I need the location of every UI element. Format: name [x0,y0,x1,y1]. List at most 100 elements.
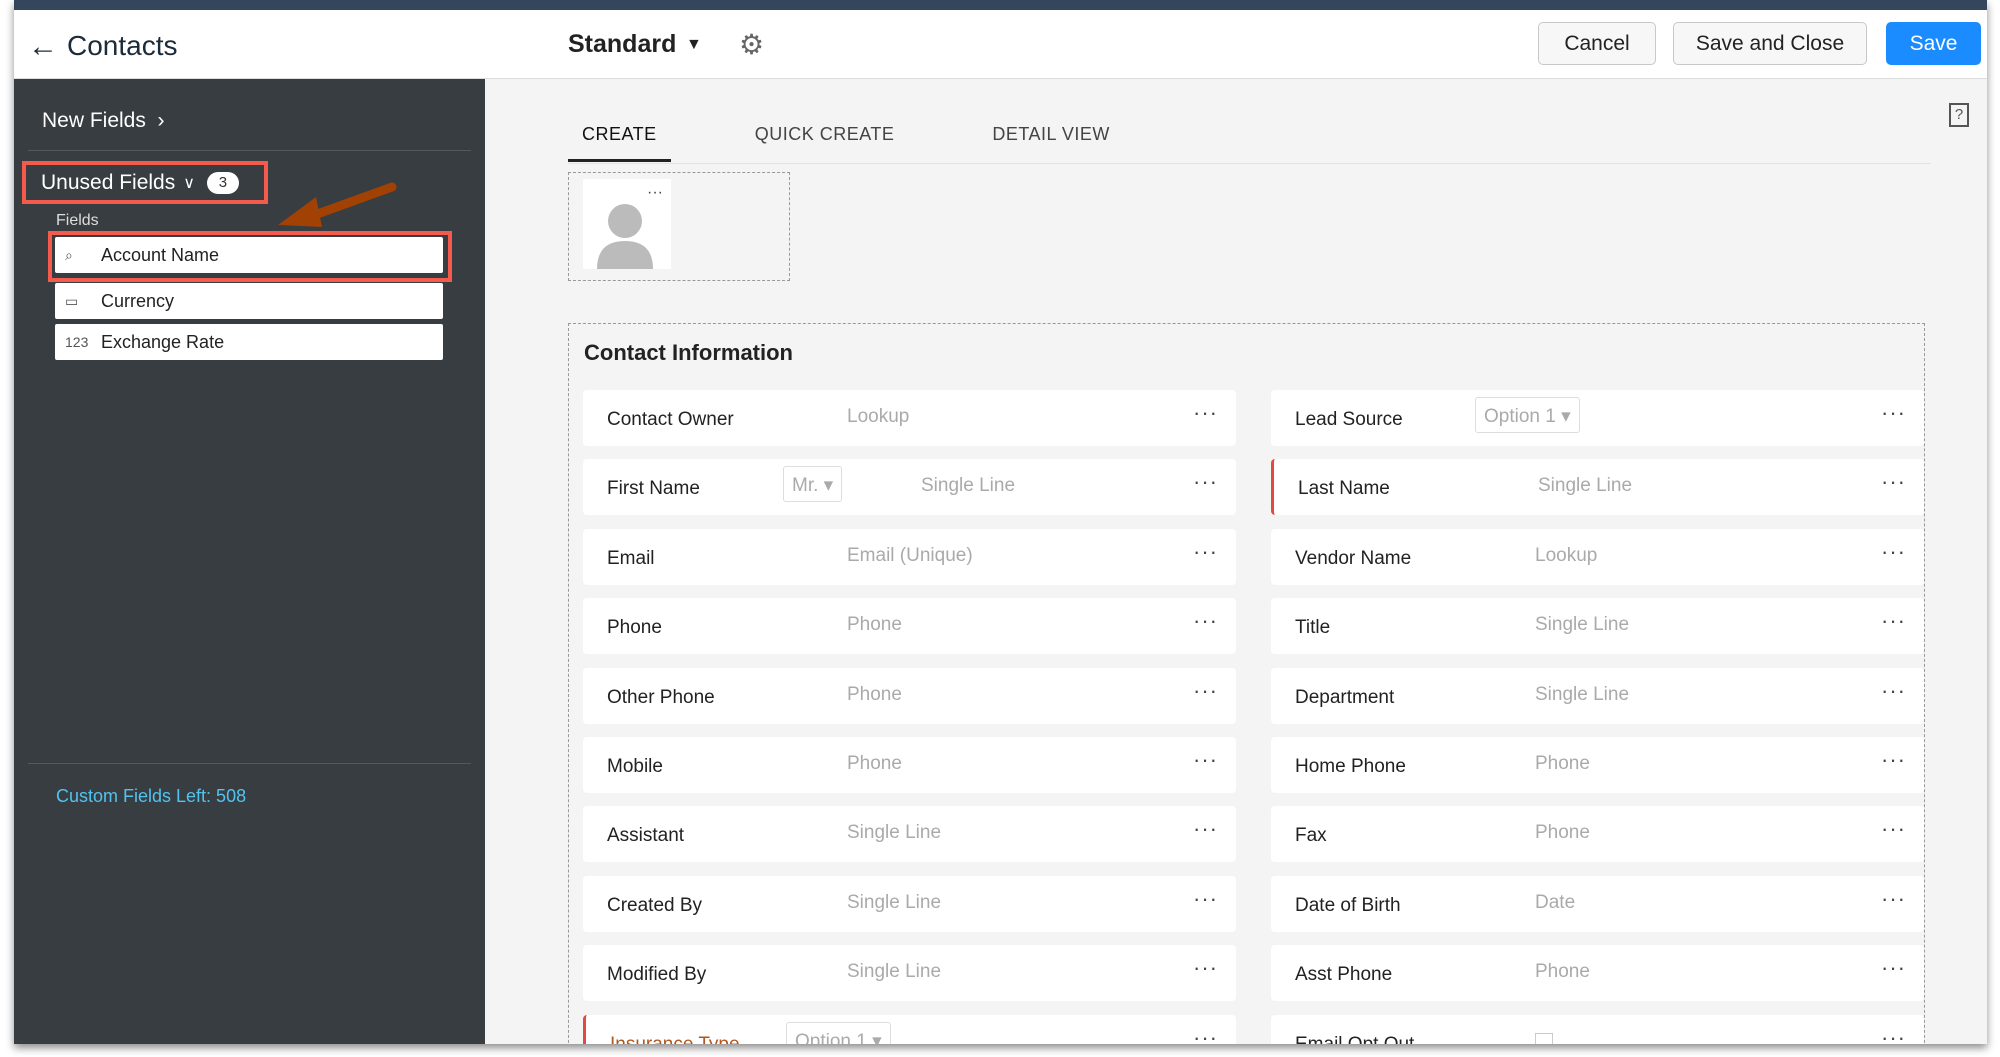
more-options-icon[interactable]: ··· [1193,747,1218,772]
field-label: Date of Birth [1295,894,1401,916]
divider [568,163,1931,164]
field-card[interactable]: Date of Birth Date ··· [1271,875,1924,932]
sidebar: New Fields › Unused Fields ∨ 3 Fields ⌕ … [14,79,485,1044]
field-placeholder: Single Line [847,961,942,983]
field-card[interactable]: Department Single Line ··· [1271,667,1924,724]
field-label: Modified By [607,964,707,986]
more-options-icon[interactable]: ··· [1193,816,1218,842]
field-card[interactable]: Vendor Name Lookup ··· [1271,528,1924,585]
section-title: Contact Information [584,340,793,365]
caret-down-icon[interactable]: ▼ [686,36,702,53]
more-options-icon[interactable]: ··· [1193,1024,1218,1044]
fields-label: Fields [56,212,99,229]
field-card[interactable]: Phone Phone ··· [583,598,1236,655]
gear-icon[interactable]: ⚙ [739,29,765,60]
field-card[interactable]: Email Email (Unique) ··· [583,528,1236,585]
field-card[interactable]: Lead Source Option 1 ▾ ··· [1271,390,1924,446]
cancel-button[interactable]: Cancel [1538,22,1656,65]
field-card[interactable]: Last Name Single Line ··· [1271,459,1924,516]
field-currency[interactable]: ▭ Currency [55,283,443,319]
more-options-icon[interactable]: ··· [1193,469,1218,495]
field-placeholder: Single Line [1535,614,1630,636]
field-placeholder: Phone [847,614,902,636]
more-options-icon[interactable]: ··· [1881,400,1906,425]
field-placeholder: Phone [847,753,902,774]
avatar-placeholder-icon: ··· [583,179,671,269]
field-placeholder: Single Line [1538,475,1633,497]
more-options-icon[interactable]: ··· [1881,885,1906,911]
tab-bar: CREATE QUICK CREATE DETAIL VIEW [568,124,1194,162]
field-account-name[interactable]: ⌕ Account Name [55,237,443,273]
more-options-icon[interactable]: ··· [1193,400,1218,425]
checkbox[interactable] [1535,1032,1553,1044]
field-card[interactable]: Home Phone Phone ··· [1271,737,1924,793]
lookup-icon: ⌕ [65,246,73,263]
profile-photo-field[interactable]: ··· [568,172,790,281]
select-field[interactable]: Mr. ▾ [783,466,843,503]
field-label: Created By [607,894,703,916]
field-label: Lead Source [1295,409,1403,430]
new-fields-link[interactable]: New Fields › [42,109,165,133]
field-label: Email [607,547,655,569]
field-label: Asst Phone [1295,964,1393,986]
field-card[interactable]: Assistant Single Line ··· [583,806,1236,863]
more-options-icon[interactable]: ··· [1193,677,1218,703]
field-label: Contact Owner [607,409,734,430]
field-card[interactable]: Contact Owner Lookup ··· [583,390,1236,446]
unused-fields-label: Unused Fields [41,170,176,194]
field-card[interactable]: Email Opt Out ··· [1271,1014,1924,1044]
save-button[interactable]: Save [1886,22,1981,65]
field-card[interactable]: Mobile Phone ··· [583,737,1236,793]
field-label: Phone [607,617,662,639]
field-placeholder: Date [1535,891,1576,913]
field-label: Other Phone [607,686,715,708]
tab-quick-create[interactable]: QUICK CREATE [754,124,895,144]
tab-detail-view[interactable]: DETAIL VIEW [992,124,1110,144]
new-fields-label: New Fields [42,109,146,132]
field-placeholder: Email (Unique) [847,544,973,566]
arrow-left-icon[interactable]: ← [28,30,58,63]
field-exchange-rate[interactable]: 123 Exchange Rate [55,324,443,360]
more-options-icon[interactable]: ··· [1193,885,1218,911]
layout-dropdown[interactable]: Standard [568,30,677,58]
contact-information-section: Contact Information Contact Owner Lookup ·… [568,323,1925,1044]
currency-icon: ▭ [65,292,79,309]
field-card[interactable]: First Name Mr. ▾ Single Line ··· [583,459,1236,516]
field-placeholder: Single Line [847,822,942,844]
field-label: Account Name [101,244,220,265]
header: ← Contacts Standard ▼ ⚙ Cancel Save and … [14,10,1987,79]
unused-count-badge: 3 [206,171,239,194]
unused-fields-toggle[interactable]: Unused Fields ∨ 3 [22,161,268,204]
annotation-arrow-icon [278,182,397,227]
number-icon: 123 [65,334,89,350]
field-placeholder: Phone [847,683,902,705]
field-card[interactable]: Modified By Single Line ··· [583,945,1236,1002]
more-options-icon[interactable]: ··· [1193,955,1218,981]
more-options-icon[interactable]: ··· [1881,816,1906,842]
field-card[interactable]: Fax Phone ··· [1271,806,1924,863]
more-options-icon[interactable]: ··· [1881,955,1906,981]
field-card[interactable]: Insurance Type Option 1 ▾ ··· [583,1014,1236,1044]
field-card[interactable]: Other Phone Phone ··· [583,667,1236,724]
more-options-icon[interactable]: ··· [1881,469,1906,495]
field-placeholder: Lookup [1535,544,1598,566]
select-field[interactable]: Option 1 ▾ [786,1021,891,1044]
field-card[interactable]: Created By Single Line ··· [583,875,1236,932]
more-options-icon[interactable]: ··· [1193,538,1218,564]
help-icon[interactable]: ? [1949,103,1969,127]
more-options-icon[interactable]: ··· [1193,608,1218,634]
field-placeholder: Single Line [847,891,942,913]
field-label: Email Opt Out [1295,1034,1414,1044]
field-label: Fax [1295,825,1327,847]
tab-create[interactable]: CREATE [568,124,671,162]
more-options-icon[interactable]: ··· [1881,538,1906,564]
layout-editor-window: ← Contacts Standard ▼ ⚙ Cancel Save and … [14,0,1987,1044]
more-options-icon[interactable]: ··· [1881,677,1906,703]
save-and-close-button[interactable]: Save and Close [1673,22,1867,65]
field-card[interactable]: Asst Phone Phone ··· [1271,945,1924,1002]
more-options-icon[interactable]: ··· [1881,608,1906,634]
select-field[interactable]: Option 1 ▾ [1475,397,1580,433]
more-options-icon[interactable]: ··· [1881,1024,1906,1044]
more-options-icon[interactable]: ··· [1881,747,1906,772]
field-card[interactable]: Title Single Line ··· [1271,598,1924,655]
